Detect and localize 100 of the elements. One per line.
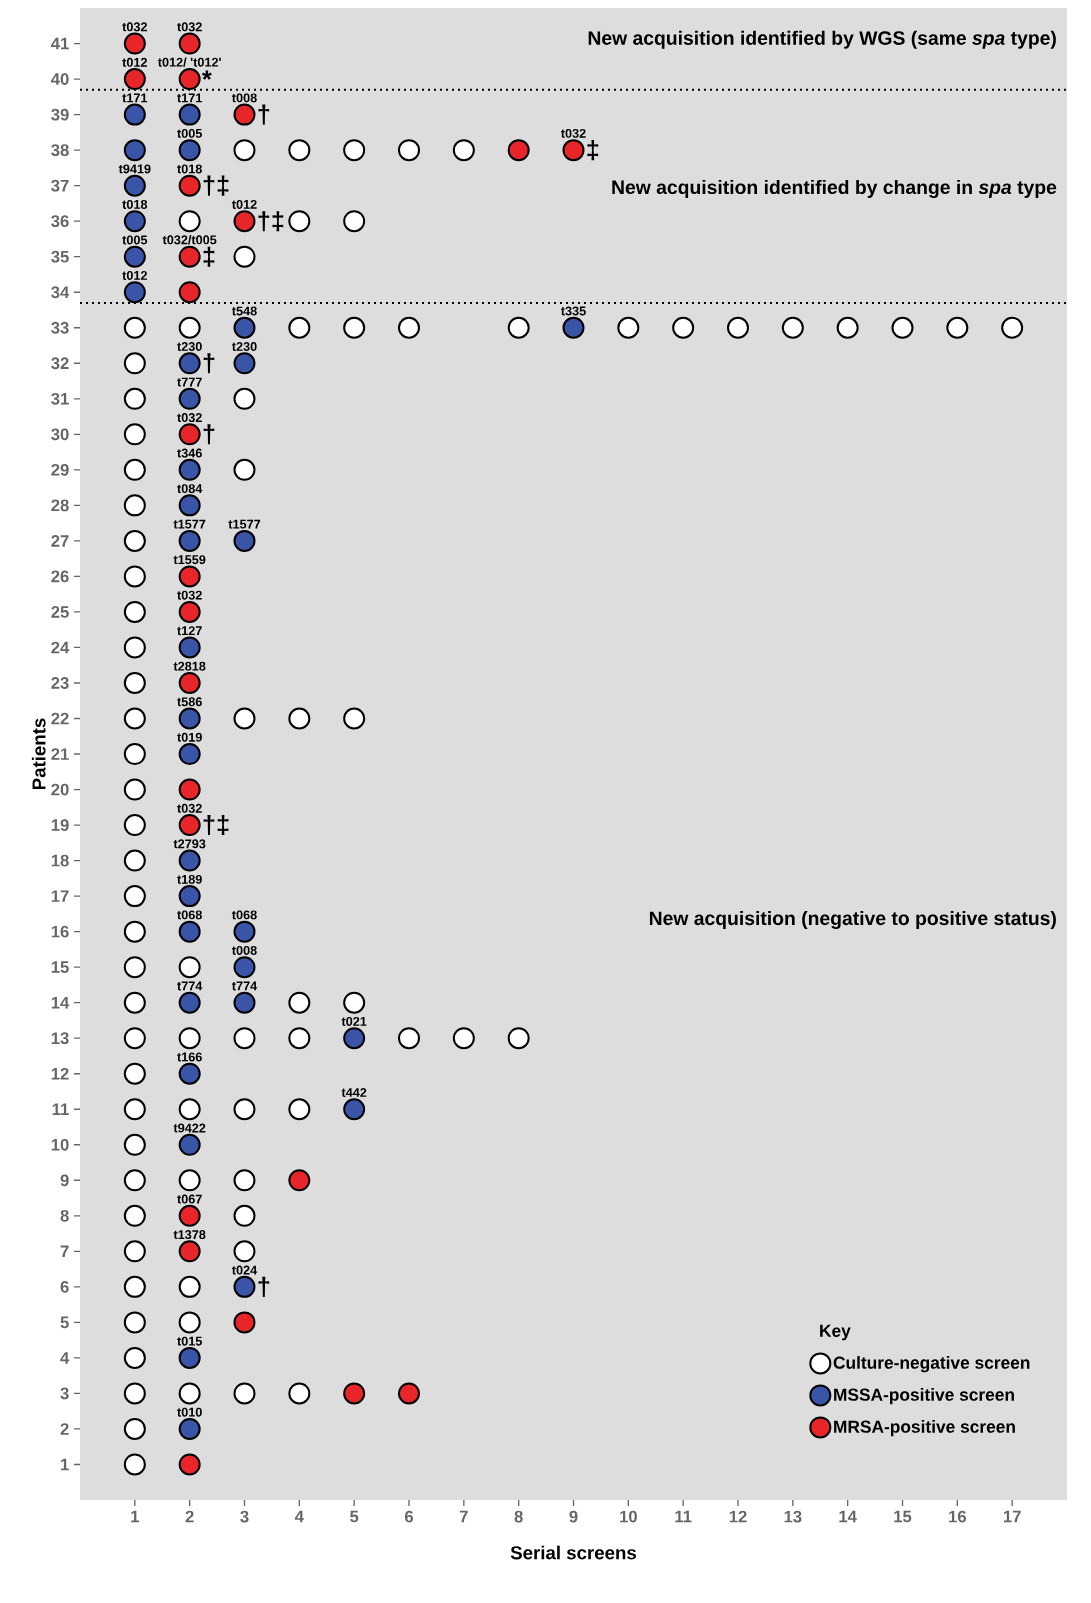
y-tick-label: 2 [60, 1423, 69, 1435]
y-tick-label: 24 [51, 641, 70, 654]
legend-label: Culture-negative screen [833, 1356, 1030, 1373]
x-tick-label: 1 [131, 1510, 139, 1523]
point [178, 387, 201, 410]
x-tick-label: 3 [240, 1510, 249, 1523]
y-tick-label: 23 [51, 677, 69, 689]
data-label: t774 [177, 981, 203, 991]
y-tick-label: 9 [60, 1174, 69, 1187]
data-label: t2818 [173, 661, 206, 671]
y-tick-label: 35 [51, 250, 69, 263]
x-tick-label: 8 [514, 1510, 523, 1523]
x-tick-label: 6 [404, 1510, 414, 1523]
y-tick-label: 20 [51, 783, 69, 796]
point [123, 245, 146, 268]
y-tick-label: 6 [60, 1280, 69, 1293]
y-tick-label: 37 [51, 179, 69, 192]
point [343, 1382, 366, 1405]
point [288, 1169, 311, 1192]
data-label: t012 [122, 57, 147, 67]
annotation: † [258, 1276, 270, 1297]
y-tick-label: 25 [51, 606, 69, 618]
point [178, 636, 201, 659]
point [178, 707, 201, 730]
point [178, 352, 201, 375]
point [178, 743, 201, 766]
point [123, 103, 146, 126]
point [178, 423, 201, 446]
data-label: t1559 [173, 555, 206, 565]
point [178, 1062, 201, 1085]
legend-title: Key [820, 1324, 851, 1341]
y-tick-label: 11 [52, 1103, 69, 1115]
point [178, 814, 201, 837]
data-label: t068 [231, 910, 257, 920]
legend-label: MRSA-positive screen [834, 1420, 1015, 1437]
point [178, 174, 201, 197]
x-tick-label: 14 [839, 1510, 857, 1523]
data-label: t335 [560, 306, 586, 316]
y-tick-label: 5 [60, 1316, 69, 1329]
point [178, 778, 201, 801]
point [398, 1382, 420, 1405]
point [178, 529, 201, 552]
y-tick-label: 28 [51, 499, 69, 512]
x-tick-label: 11 [675, 1510, 692, 1523]
annotation: † [203, 424, 215, 445]
annotation: ‡ [587, 140, 599, 161]
point [178, 671, 201, 694]
point [233, 103, 256, 126]
y-tick-label: 27 [51, 535, 69, 547]
y-tick-label: 1 [61, 1458, 69, 1471]
annotation: ‡ [203, 246, 215, 267]
x-axis-title: Serial screens [510, 1545, 637, 1560]
y-tick-label: 34 [51, 286, 70, 299]
point [233, 210, 256, 233]
x-tick-label: 10 [620, 1510, 637, 1523]
y-tick-label: 29 [51, 463, 69, 476]
point [123, 32, 146, 55]
data-label: t067 [177, 1194, 202, 1204]
annotation: † [258, 104, 270, 125]
data-label: t9419 [118, 164, 151, 174]
data-label: t032 [122, 22, 147, 32]
y-tick-label: 31 [51, 392, 69, 405]
y-tick-label: 36 [51, 215, 69, 228]
data-label: t1577 [173, 519, 206, 529]
data-label: t084 [177, 484, 203, 494]
y-tick-label: 32 [51, 357, 69, 370]
x-tick-label: 4 [294, 1510, 304, 1523]
data-label: t015 [177, 1336, 202, 1346]
y-tick-label: 19 [51, 819, 69, 831]
data-label: t012/ 't012' [157, 57, 221, 67]
data-label: t171 [122, 93, 148, 103]
y-tick-label: 13 [51, 1032, 69, 1045]
data-label: t127 [177, 626, 202, 636]
annotation: † [203, 353, 215, 374]
point [178, 991, 201, 1014]
annotation: †‡ [203, 815, 229, 836]
y-tick-label: 33 [51, 321, 69, 334]
point [178, 1417, 201, 1440]
data-label: t9422 [173, 1123, 206, 1133]
x-tick-label: 13 [784, 1510, 802, 1523]
point [178, 458, 201, 481]
data-label: t005 [177, 128, 202, 138]
data-label: t2793 [173, 839, 206, 849]
y-tick-label: 22 [51, 712, 69, 725]
y-tick-label: 17 [51, 890, 69, 902]
point [233, 1275, 256, 1298]
point [233, 956, 256, 979]
data-label: t068 [177, 910, 202, 920]
data-label: t032/t005 [162, 235, 217, 245]
point [233, 991, 256, 1014]
point [178, 1133, 201, 1156]
y-tick-label: 40 [51, 73, 69, 85]
point [178, 139, 201, 162]
data-label: t230 [177, 342, 202, 352]
point [562, 316, 585, 339]
data-label: t024 [231, 1265, 258, 1275]
y-tick-label: 7 [60, 1245, 69, 1258]
data-label: t018 [177, 164, 202, 174]
legend-label: MSSA-positive screen [834, 1388, 1014, 1405]
y-tick-label: 30 [51, 428, 69, 441]
